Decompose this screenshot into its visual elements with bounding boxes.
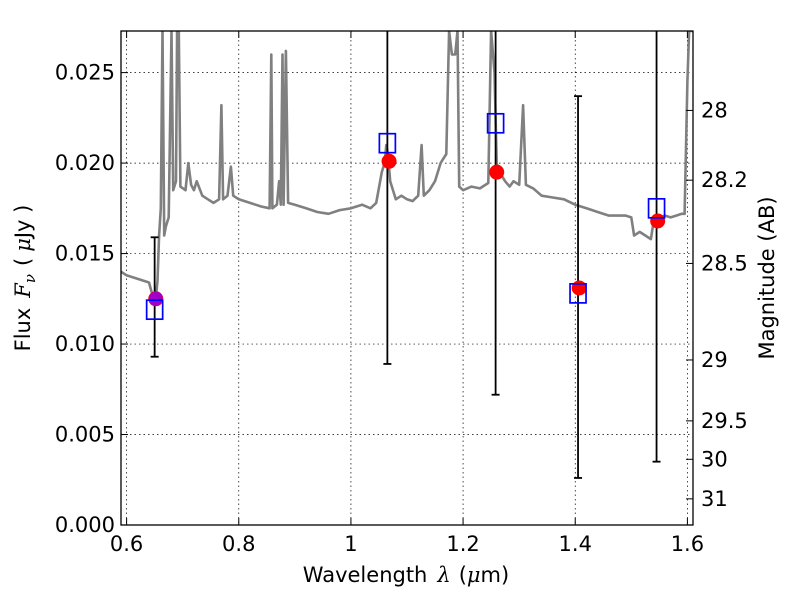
y2-tick-label: 31	[701, 487, 728, 511]
model-photometry-point	[381, 153, 397, 169]
model-photometry-point	[571, 280, 587, 296]
y2-tick-label: 29	[701, 348, 728, 372]
y-tick-label: 0.010	[55, 332, 115, 356]
y2-tick-label: 28.5	[701, 251, 748, 275]
model-photometry-point	[489, 164, 505, 180]
y2-axis-label: Magnitude (AB)	[755, 196, 779, 359]
x-tick-label: 1.2	[446, 532, 479, 556]
x-tick-label: 1.4	[559, 532, 592, 556]
x-axis-ticks: 0.6 0.8 1 1.2 1.4 1.6	[110, 31, 704, 556]
y2-tick-label: 28.2	[701, 168, 748, 192]
model-photometry-point	[650, 213, 666, 229]
y2-axis-ticks: 28 28.2 28.5 29 29.5 30 31	[686, 98, 748, 511]
y-axis-ticks: 0.000 0.005 0.010 0.015 0.020 0.025	[55, 61, 128, 537]
observed-point	[647, 197, 666, 219]
observed-point	[569, 283, 587, 304]
grid-lines	[121, 31, 693, 526]
y-axis-label: FluxFν(μJy )	[11, 205, 39, 352]
model-spectrum-line	[121, 31, 693, 301]
y2-tick-label: 30	[701, 447, 728, 471]
y-tick-label: 0.005	[55, 423, 115, 447]
plot-area	[121, 31, 693, 479]
x-tick-label: 0.6	[110, 532, 143, 556]
plot-content	[121, 31, 693, 479]
x-tick-label: 1	[344, 532, 357, 556]
x-tick-label: 0.8	[222, 532, 255, 556]
observed-point	[378, 132, 397, 154]
observed-point	[486, 112, 505, 134]
x-axis-label: Wavelength λ (μm)	[303, 563, 509, 587]
y2-tick-label: 29.5	[701, 409, 748, 433]
y-tick-label: 0.025	[55, 61, 115, 85]
y-tick-label: 0.020	[55, 151, 115, 175]
y-tick-label: 0.000	[55, 513, 115, 537]
observed-point	[145, 299, 164, 321]
y-tick-label: 0.015	[55, 242, 115, 266]
x-tick-label: 1.6	[671, 532, 704, 556]
axes-frame	[120, 30, 694, 526]
y2-tick-label: 28	[701, 98, 728, 122]
highlight-point	[148, 291, 163, 306]
